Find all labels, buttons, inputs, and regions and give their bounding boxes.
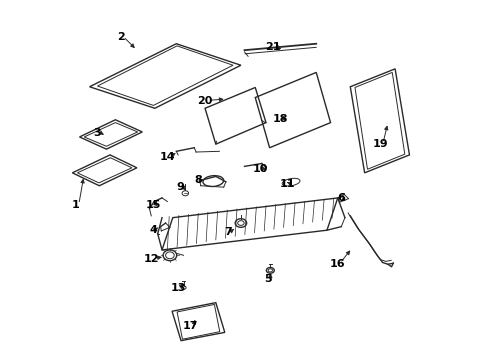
Text: 18: 18	[272, 114, 287, 124]
Text: 15: 15	[145, 200, 161, 210]
Text: 13: 13	[170, 283, 185, 293]
Text: 12: 12	[143, 254, 159, 264]
Text: 19: 19	[372, 139, 388, 149]
Text: 20: 20	[197, 96, 212, 106]
Text: 5: 5	[264, 274, 271, 284]
Text: 6: 6	[337, 193, 345, 203]
Text: 17: 17	[183, 321, 198, 331]
Text: 9: 9	[176, 182, 183, 192]
Text: 14: 14	[159, 152, 175, 162]
Text: 10: 10	[252, 164, 268, 174]
Text: 1: 1	[72, 200, 80, 210]
Text: 11: 11	[279, 179, 295, 189]
Text: 3: 3	[93, 129, 101, 138]
Text: 8: 8	[194, 175, 202, 185]
Text: 2: 2	[117, 32, 124, 41]
Text: 16: 16	[329, 259, 345, 269]
Text: 7: 7	[224, 227, 232, 237]
Text: 21: 21	[265, 42, 281, 52]
Text: 4: 4	[149, 225, 157, 235]
